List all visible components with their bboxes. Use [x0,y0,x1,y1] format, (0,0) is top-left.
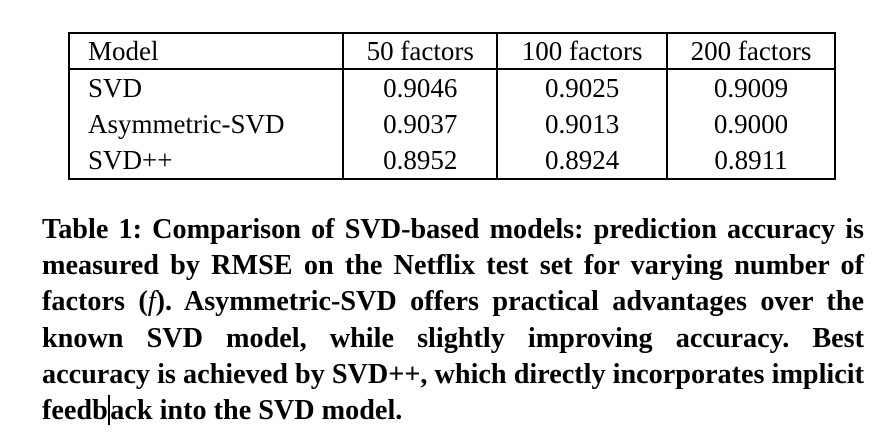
caption-text-part1: Table 1: Comparison of SVD-based models:… [42,214,864,318]
table-row: Asymmetric-SVD 0.9037 0.9013 0.9000 [69,106,835,142]
row-model-name: Asymmetric-SVD [69,106,345,142]
results-table: Model 50 factors 100 factors 200 factors… [68,32,836,180]
cell-100-factors: 0.9013 [497,106,669,142]
table-caption: Table 1: Comparison of SVD-based models:… [42,212,864,429]
row-model-name: SVD++ [69,142,345,179]
table-row: SVD 0.9046 0.9025 0.9009 [69,69,835,106]
cell-50-factors: 0.8952 [343,142,499,179]
caption-variable-f: f [147,286,156,318]
cell-100-factors: 0.9025 [497,69,669,106]
caption-text-part2: ). Asymmetric-SVD offers practical ad­va… [42,286,864,427]
cell-100-factors: 0.8924 [497,142,669,179]
header-100-factors: 100 factors [497,33,669,70]
text-cursor [108,395,110,426]
cell-200-factors: 0.8911 [714,144,788,175]
cell-200-factors: 0.9009 [713,72,789,103]
table-row: SVD++ 0.8952 0.8924 0.8911 [69,142,835,179]
header-model: Model [69,33,345,70]
row-model-name: SVD [69,69,345,106]
header-50-factors: 50 factors [343,33,499,70]
cell-200-factors: 0.9000 [713,108,789,139]
caption-text-part3: ack into the SVD model. [110,395,403,427]
cell-50-factors: 0.9037 [343,106,499,142]
table-header-row: Model 50 factors 100 factors 200 factors [69,33,835,70]
cell-50-factors: 0.9046 [343,69,499,106]
results-table-container: Model 50 factors 100 factors 200 factors… [68,32,836,180]
header-200-factors: 200 factors [667,33,835,70]
